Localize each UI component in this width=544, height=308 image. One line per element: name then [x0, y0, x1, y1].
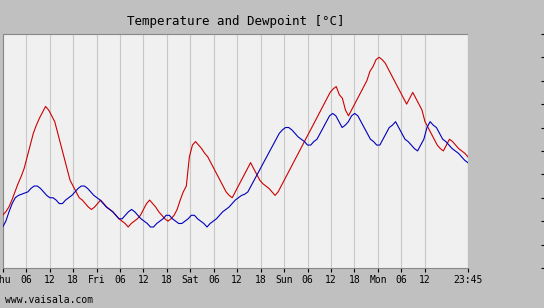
- Text: Temperature and Dewpoint [°C]: Temperature and Dewpoint [°C]: [127, 15, 344, 28]
- Text: www.vaisala.com: www.vaisala.com: [5, 295, 94, 305]
